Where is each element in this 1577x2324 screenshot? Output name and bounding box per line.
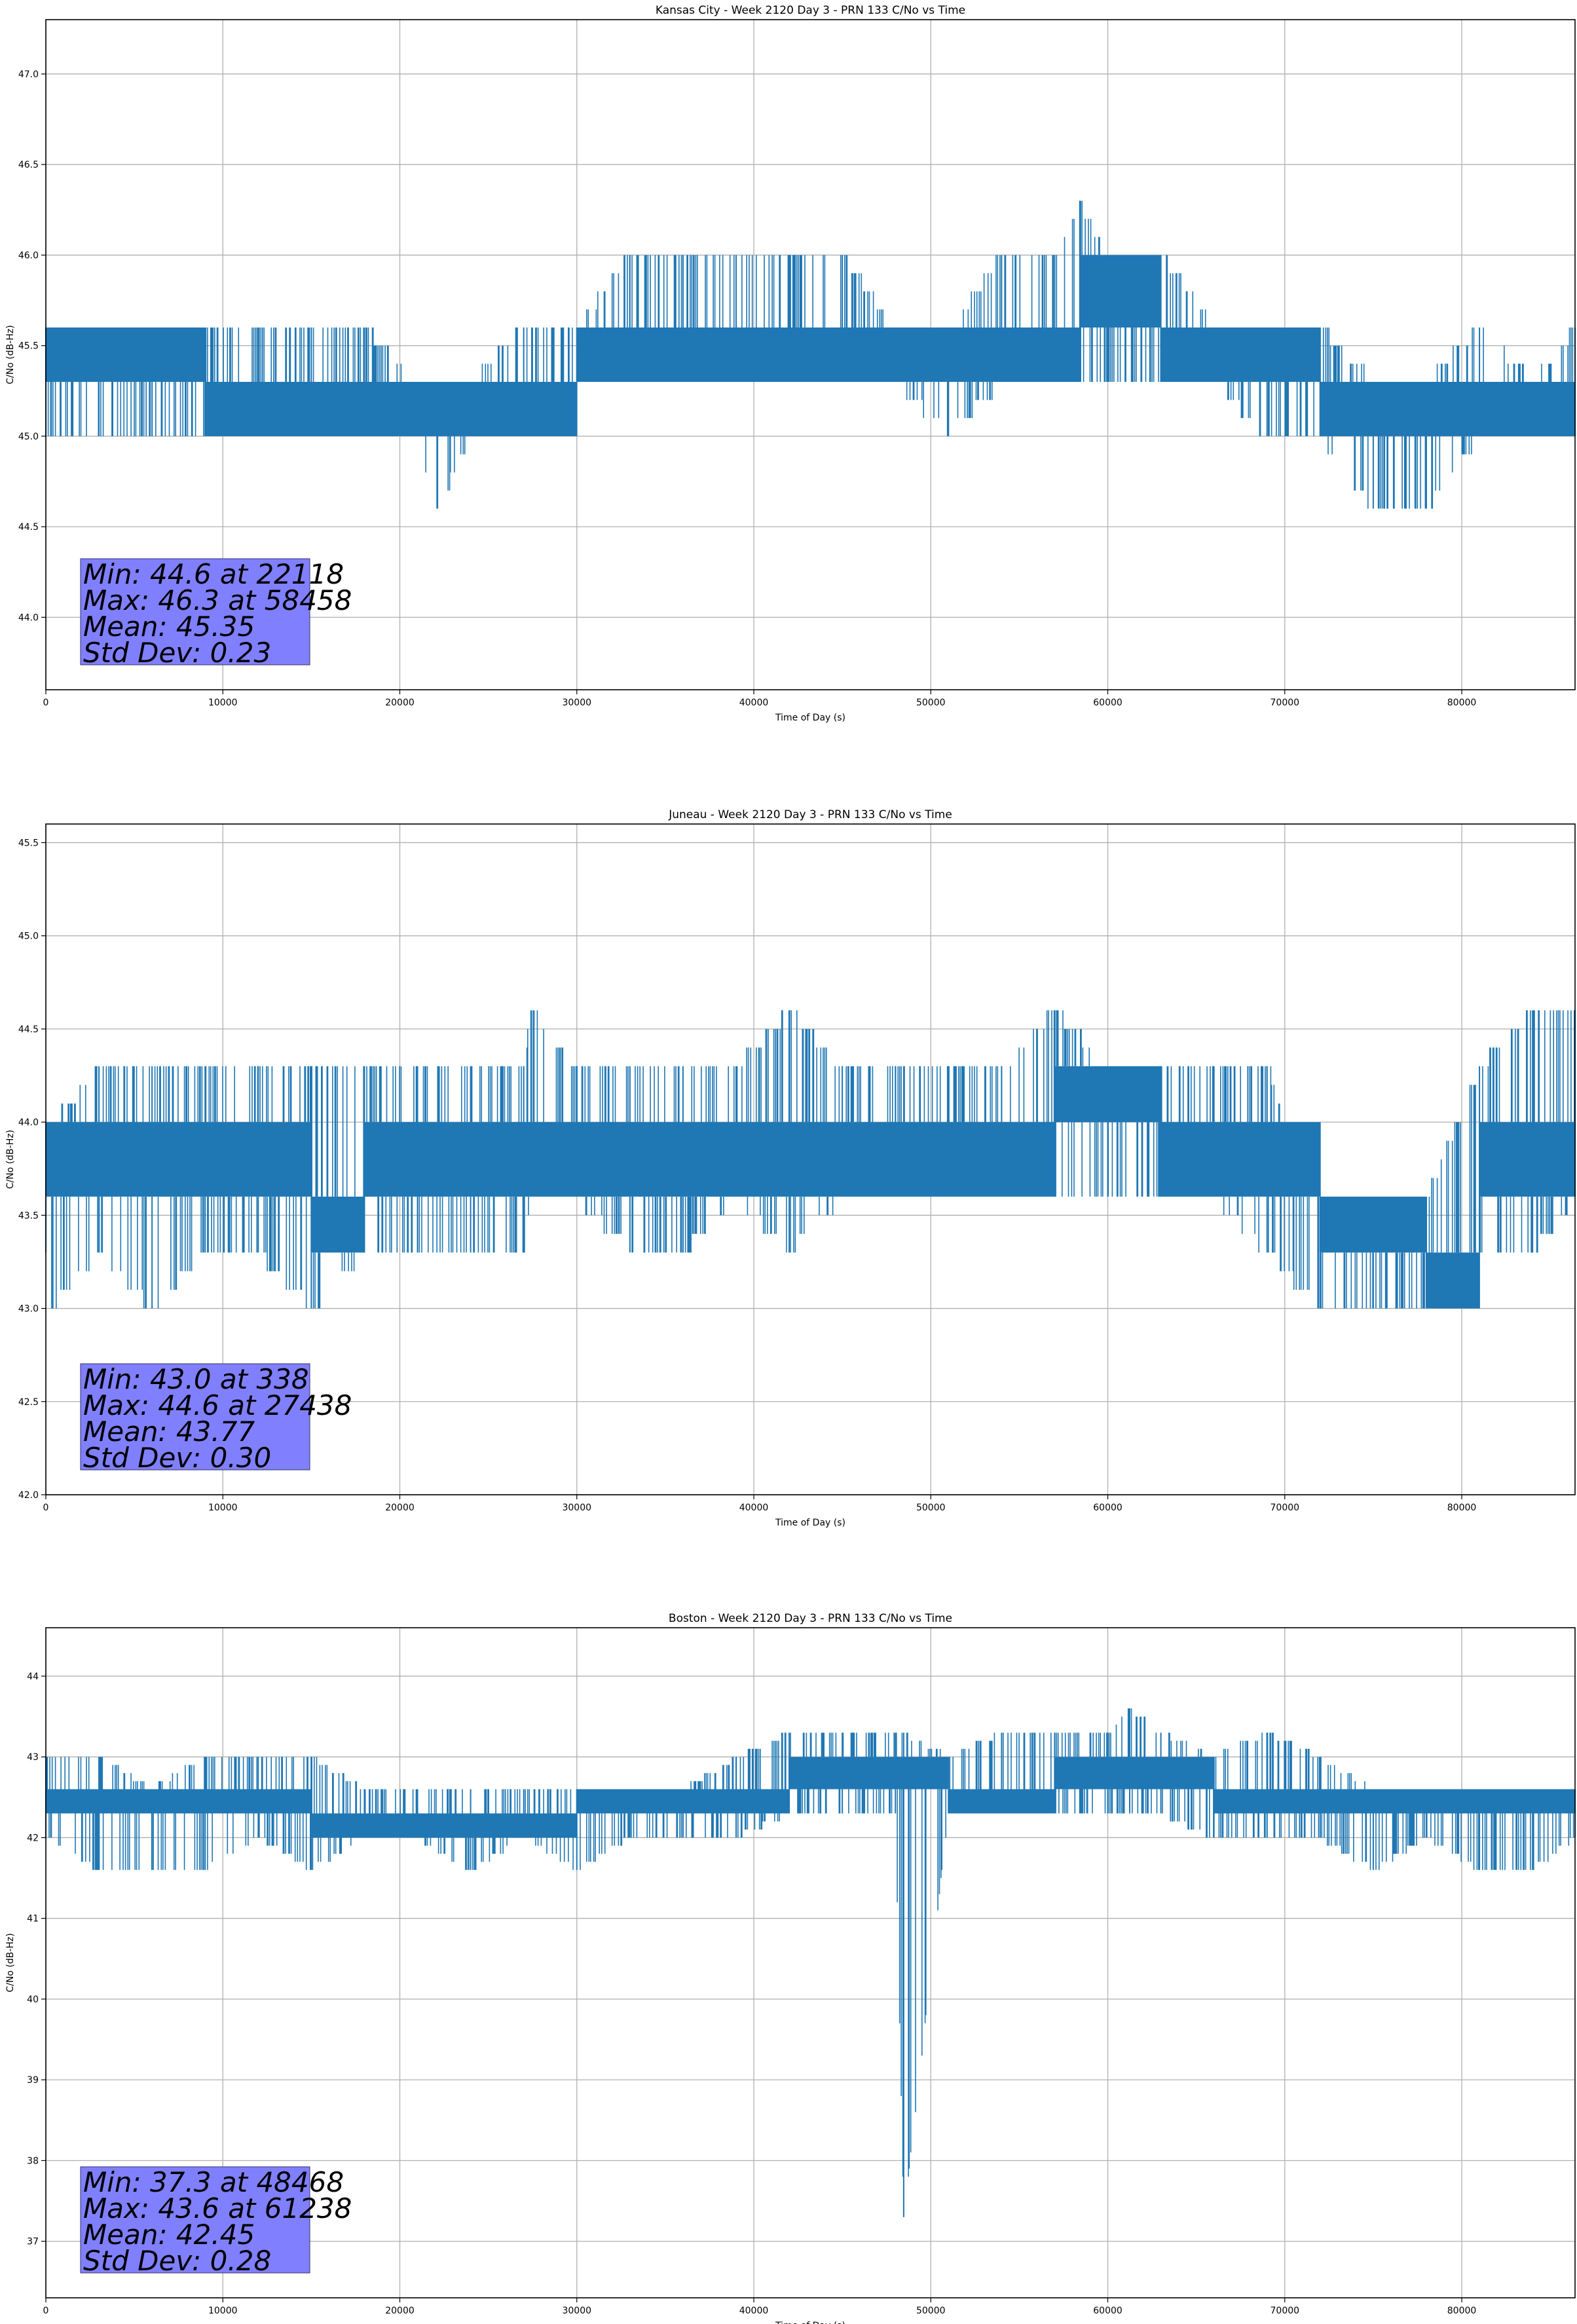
x-tick-label: 70000 bbox=[1271, 1503, 1300, 1513]
stats-line: Mean: 43.77 bbox=[83, 1415, 255, 1448]
x-tick-label: 80000 bbox=[1447, 698, 1477, 708]
y-tick-label: 46.0 bbox=[18, 250, 39, 261]
y-tick-label: 44.0 bbox=[18, 1117, 39, 1128]
y-tick-label: 42.5 bbox=[18, 1397, 39, 1408]
stats-line: Max: 43.6 at 61238 bbox=[83, 2192, 352, 2224]
x-tick-label: 50000 bbox=[916, 1503, 946, 1513]
stats-line: Mean: 42.45 bbox=[83, 2219, 255, 2251]
y-tick-label: 45.5 bbox=[18, 341, 39, 352]
chart-title: Kansas City - Week 2120 Day 3 - PRN 133 … bbox=[656, 4, 965, 17]
x-tick-label: 50000 bbox=[916, 698, 946, 708]
x-tick-label: 10000 bbox=[208, 698, 238, 708]
y-tick-label: 44.5 bbox=[18, 1024, 39, 1035]
y-tick-label: 42 bbox=[27, 1833, 39, 1843]
x-tick-label: 30000 bbox=[562, 2306, 591, 2316]
x-tick-label: 80000 bbox=[1447, 1503, 1477, 1513]
stats-line: Min: 44.6 at 22118 bbox=[83, 558, 344, 590]
x-tick-label: 20000 bbox=[385, 698, 415, 708]
y-tick-label: 43.5 bbox=[18, 1210, 39, 1221]
stats-line: Mean: 45.35 bbox=[83, 610, 255, 643]
y-tick-label: 43.0 bbox=[18, 1304, 39, 1315]
x-tick-label: 40000 bbox=[739, 1503, 769, 1513]
y-tick-label: 46.5 bbox=[18, 160, 39, 170]
x-axis-label: Time of Day (s) bbox=[775, 2321, 845, 2324]
x-tick-label: 10000 bbox=[208, 1503, 238, 1513]
stats-box bbox=[80, 2166, 310, 2274]
y-tick-label: 38 bbox=[27, 2156, 39, 2166]
y-tick-label: 39 bbox=[27, 2075, 39, 2086]
y-axis-label: C/No (dB-Hz) bbox=[5, 325, 16, 384]
stats-line: Min: 37.3 at 48468 bbox=[83, 2166, 344, 2198]
stats-box bbox=[80, 1363, 310, 1471]
y-tick-label: 44.0 bbox=[18, 612, 39, 623]
stats-line: Max: 44.6 at 27438 bbox=[83, 1389, 352, 1421]
x-tick-label: 60000 bbox=[1093, 1503, 1122, 1513]
stats-line: Std Dev: 0.30 bbox=[83, 1442, 271, 1474]
chart-title: Juneau - Week 2120 Day 3 - PRN 133 C/No … bbox=[668, 808, 952, 821]
stats-line: Min: 43.0 at 338 bbox=[83, 1363, 309, 1395]
stats-line: Std Dev: 0.23 bbox=[83, 637, 271, 669]
x-tick-label: 40000 bbox=[739, 2306, 769, 2316]
y-tick-label: 45.5 bbox=[18, 838, 39, 848]
x-tick-label: 60000 bbox=[1093, 2306, 1122, 2316]
x-tick-label: 10000 bbox=[208, 2306, 238, 2316]
stats-box bbox=[80, 558, 310, 665]
x-tick-label: 0 bbox=[43, 2306, 49, 2316]
y-tick-label: 42.0 bbox=[18, 1490, 39, 1501]
y-tick-label: 37 bbox=[27, 2237, 39, 2247]
y-tick-label: 44.5 bbox=[18, 522, 39, 533]
chart-panel-2: Juneau - Week 2120 Day 3 - PRN 133 C/No … bbox=[5, 808, 1576, 1528]
x-tick-label: 60000 bbox=[1093, 698, 1122, 708]
cno-trace bbox=[45, 200, 1576, 509]
y-axis-label: C/No (dB-Hz) bbox=[5, 1130, 16, 1189]
chart-title: Boston - Week 2120 Day 3 - PRN 133 C/No … bbox=[669, 1612, 952, 1625]
axes-frame bbox=[45, 1627, 1576, 2298]
x-tick-label: 70000 bbox=[1271, 2306, 1300, 2316]
y-tick-label: 43 bbox=[27, 1752, 39, 1763]
y-tick-label: 45.0 bbox=[18, 432, 39, 442]
stats-line: Max: 46.3 at 58458 bbox=[83, 584, 352, 616]
x-tick-label: 30000 bbox=[562, 698, 591, 708]
y-tick-label: 44 bbox=[27, 1672, 39, 1682]
axes-frame bbox=[45, 19, 1576, 690]
x-tick-label: 0 bbox=[43, 1503, 49, 1513]
y-tick-label: 40 bbox=[27, 1995, 39, 2005]
axes-frame bbox=[45, 823, 1576, 1495]
stats-line: Std Dev: 0.28 bbox=[83, 2245, 271, 2277]
x-axis-label: Time of Day (s) bbox=[775, 713, 845, 723]
x-tick-label: 80000 bbox=[1447, 2306, 1477, 2316]
chart-panel-1: Kansas City - Week 2120 Day 3 - PRN 133 … bbox=[5, 4, 1576, 723]
x-tick-label: 50000 bbox=[916, 2306, 946, 2316]
cno-spikes bbox=[47, 200, 1574, 509]
y-tick-label: 45.0 bbox=[18, 931, 39, 942]
x-tick-label: 20000 bbox=[385, 1503, 415, 1513]
x-tick-label: 20000 bbox=[385, 2306, 415, 2316]
x-axis-label: Time of Day (s) bbox=[775, 1518, 845, 1528]
x-tick-label: 30000 bbox=[562, 1503, 591, 1513]
chart-panel-3: Boston - Week 2120 Day 3 - PRN 133 C/No … bbox=[5, 1612, 1576, 2324]
y-tick-label: 47.0 bbox=[18, 69, 39, 80]
y-axis-label: C/No (dB-Hz) bbox=[5, 1933, 16, 1992]
x-tick-label: 70000 bbox=[1271, 698, 1300, 708]
y-tick-label: 41 bbox=[27, 1914, 39, 1924]
x-tick-label: 0 bbox=[43, 698, 49, 708]
x-tick-label: 40000 bbox=[739, 698, 769, 708]
